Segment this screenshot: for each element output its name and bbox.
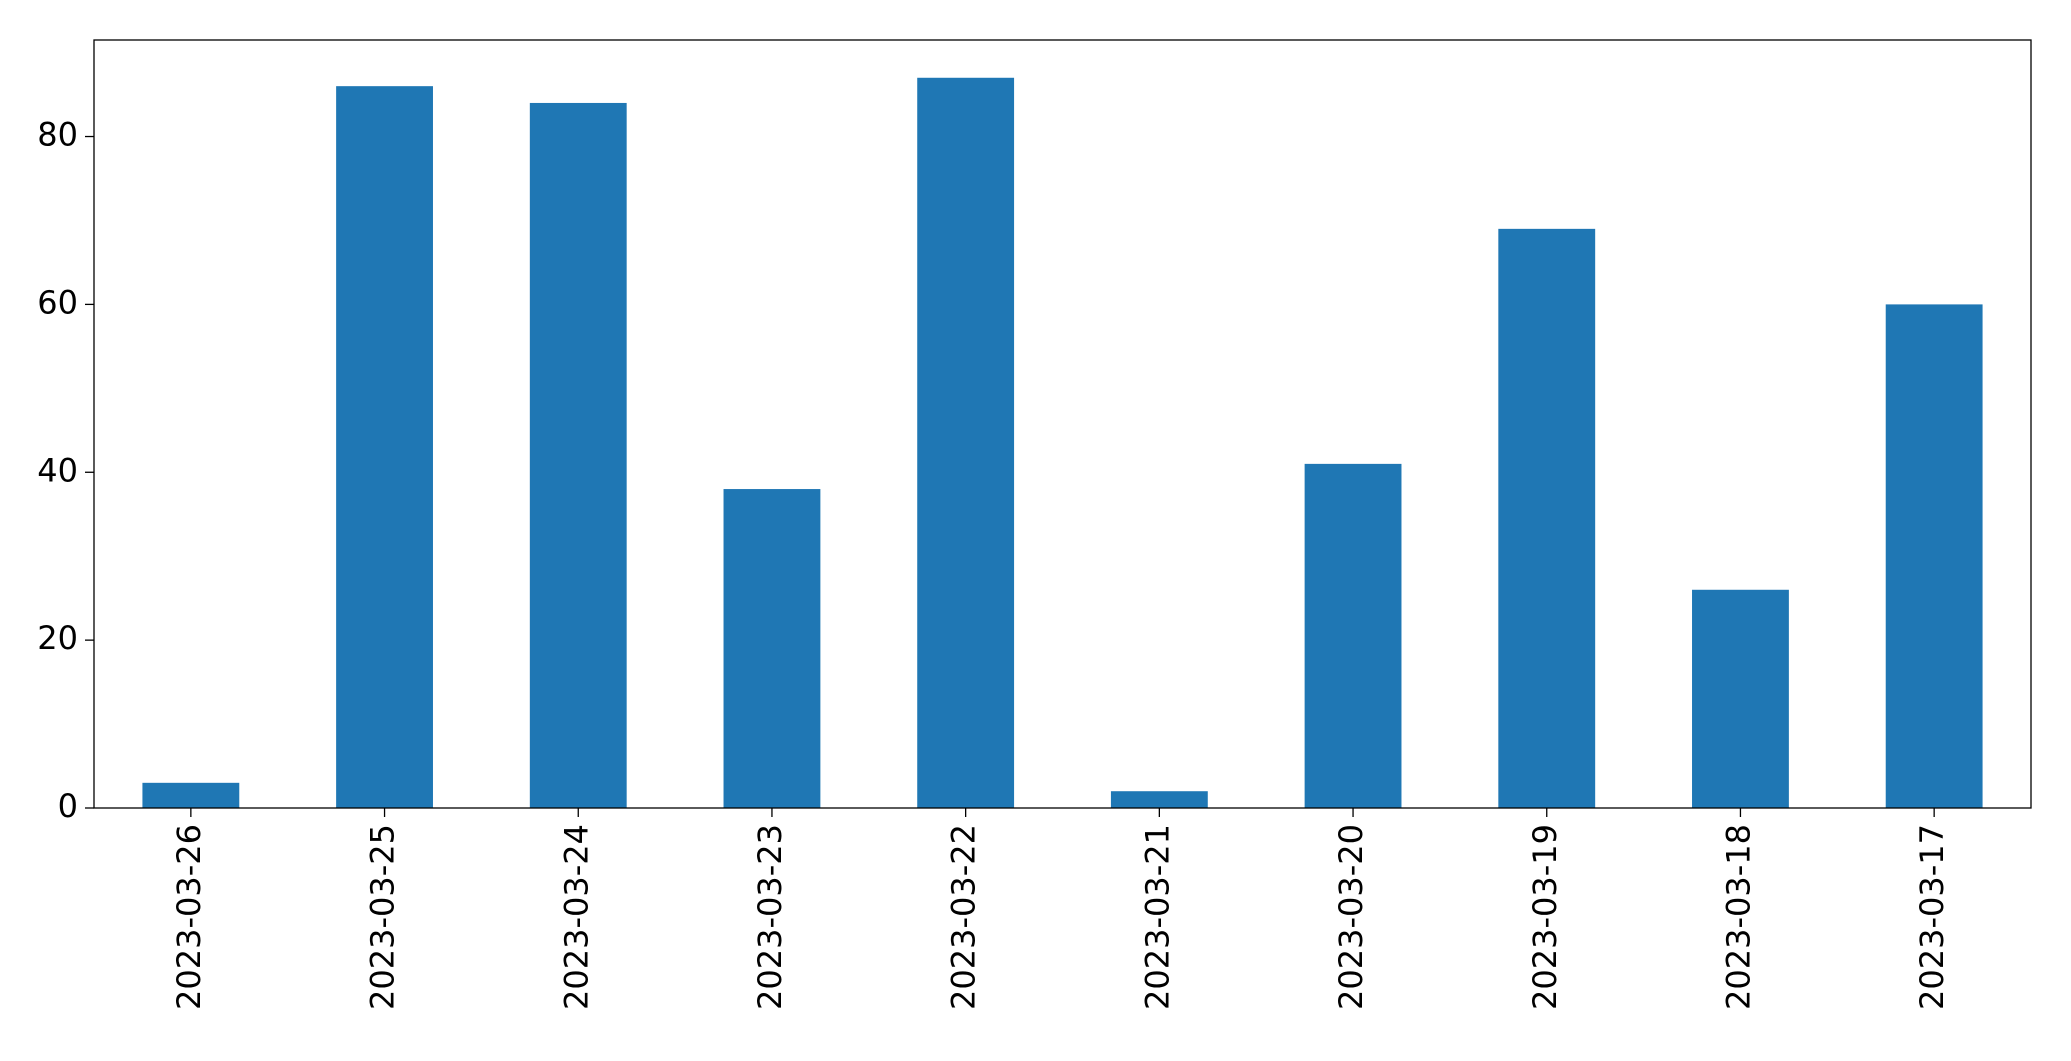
- bar: [723, 489, 821, 808]
- y-tick-label: 40: [37, 451, 78, 489]
- bar: [336, 86, 433, 808]
- x-tick-label: 2023-03-19: [1526, 824, 1564, 1010]
- x-tick-label: 2023-03-26: [170, 824, 208, 1010]
- x-tick-label: 2023-03-22: [945, 824, 983, 1010]
- bar: [1885, 304, 1983, 808]
- bar: [1110, 791, 1208, 808]
- x-tick-label: 2023-03-21: [1138, 824, 1176, 1010]
- bar: [1498, 228, 1596, 808]
- bar: [529, 102, 627, 809]
- y-tick-label: 60: [37, 283, 78, 321]
- bar: [1692, 589, 1789, 808]
- x-tick-label: 2023-03-20: [1332, 824, 1370, 1010]
- y-tick-label: 20: [37, 619, 78, 657]
- x-tick-label: 2023-03-18: [1719, 824, 1757, 1010]
- bar: [1304, 463, 1402, 808]
- y-tick-label: 80: [37, 116, 78, 154]
- x-tick-label: 2023-03-24: [557, 824, 595, 1010]
- bar: [142, 782, 240, 808]
- x-tick-label: 2023-03-23: [751, 824, 789, 1010]
- y-tick-label: 0: [58, 787, 78, 825]
- x-tick-label: 2023-03-17: [1913, 824, 1951, 1010]
- x-tick-label: 2023-03-25: [364, 824, 402, 1010]
- plot-frame: [93, 39, 2032, 809]
- bar: [917, 77, 1015, 808]
